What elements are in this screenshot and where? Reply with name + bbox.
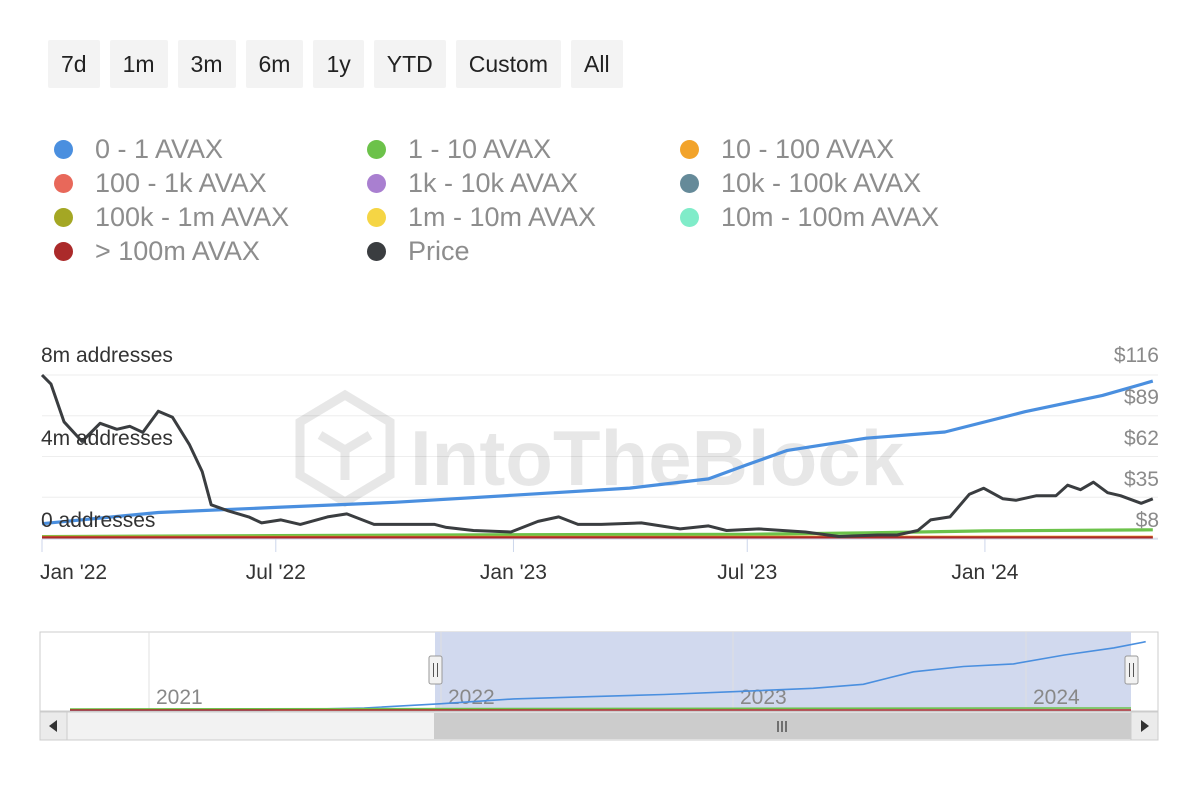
legend-label: 0 - 1 AVAX <box>95 133 224 164</box>
y-right-tick-label: $62 <box>1124 427 1159 450</box>
watermark-logo-mark <box>317 431 373 480</box>
x-tick-label: Jan '23 <box>480 561 547 584</box>
legend-label: Price <box>408 235 470 266</box>
arrow-left-icon <box>49 720 57 732</box>
legend-dot-icon <box>367 139 386 159</box>
navigator-handle[interactable] <box>1124 655 1139 685</box>
navigator-year-label: 2022 <box>448 686 495 709</box>
legend-label: 100 - 1k AVAX <box>95 167 267 198</box>
legend-dot-icon <box>680 139 699 159</box>
legend-dot-icon <box>367 173 386 193</box>
legend-label: 10m - 100m AVAX <box>721 201 940 232</box>
range-selector: 7d 1m 3m 6m 1y YTD Custom All <box>48 40 623 88</box>
series-line-1-10-avax <box>41 528 1153 539</box>
legend-item[interactable]: 0 - 1 AVAX <box>54 132 223 166</box>
range-button-6m[interactable]: 6m <box>245 40 304 88</box>
legend-dot-icon <box>54 139 73 159</box>
legend-label: 1k - 10k AVAX <box>408 167 579 198</box>
legend-dot-icon <box>680 207 699 227</box>
watermark-logo-icon <box>295 389 395 508</box>
series-line-price <box>40 373 1154 538</box>
y-right-tick-label: $89 <box>1124 386 1159 409</box>
legend-dot-icon <box>367 241 386 261</box>
legend-item[interactable]: 10m - 100m AVAX <box>680 200 939 234</box>
watermark-text: IntoTheBlock <box>410 414 905 502</box>
scrollbar[interactable] <box>39 711 1159 741</box>
legend-item[interactable]: 10k - 100k AVAX <box>680 166 921 200</box>
range-button-1y[interactable]: 1y <box>313 40 364 88</box>
legend-dot-icon <box>54 207 73 227</box>
legend-dot-icon <box>680 173 699 193</box>
y-right-tick-label: $8 <box>1136 509 1159 532</box>
legend-label: 1m - 10m AVAX <box>408 201 597 232</box>
legend-item[interactable]: 1k - 10k AVAX <box>367 166 578 200</box>
legend-label: > 100m AVAX <box>95 235 260 266</box>
x-tick-label: Jul '22 <box>246 561 306 584</box>
legend-dot-icon <box>367 207 386 227</box>
legend-item[interactable]: Price <box>367 234 470 268</box>
range-button-1m[interactable]: 1m <box>109 40 168 88</box>
range-button-7d[interactable]: 7d <box>48 40 100 88</box>
series-lines <box>40 373 1154 540</box>
legend-item[interactable]: 100 - 1k AVAX <box>54 166 267 200</box>
legend-item[interactable]: > 100m AVAX <box>54 234 260 268</box>
navigator-handle-grip[interactable] <box>1124 655 1139 685</box>
legend-dot-icon <box>54 241 73 261</box>
range-button-all[interactable]: All <box>571 40 623 88</box>
navigator[interactable]: 2021 2022 2023 2024 <box>39 631 1159 712</box>
legend-label: 100k - 1m AVAX <box>95 201 290 232</box>
navigator-year-label: 2023 <box>740 686 787 709</box>
arrow-right-icon <box>1141 720 1149 732</box>
navigator-year-label: 2024 <box>1033 686 1080 709</box>
legend-dot-icon <box>54 173 73 193</box>
y-left-tick-label: 8m addresses <box>41 344 173 367</box>
x-tick-label: Jan '24 <box>951 561 1018 584</box>
navigator-series-line <box>70 640 1146 711</box>
legend-item[interactable]: 1 - 10 AVAX <box>367 132 551 166</box>
x-tick-label: Jan '22 <box>40 561 107 584</box>
legend-label: 10 - 100 AVAX <box>721 133 895 164</box>
navigator-series-line <box>69 707 1132 710</box>
navigator-handle[interactable] <box>428 655 443 685</box>
range-button-custom[interactable]: Custom <box>455 40 561 88</box>
range-button-ytd[interactable]: YTD <box>373 40 446 88</box>
y-right-tick-label: $116 <box>1114 344 1159 367</box>
watermark: IntoTheBlock <box>295 389 905 508</box>
x-tick-label: Jul '23 <box>717 561 777 584</box>
legend-label: 1 - 10 AVAX <box>408 133 552 164</box>
legend-item[interactable]: 100k - 1m AVAX <box>54 200 289 234</box>
range-button-3m[interactable]: 3m <box>177 40 236 88</box>
series-line-0-1-avax <box>41 379 1154 526</box>
y-right-tick-label: $35 <box>1124 468 1159 491</box>
chart: IntoTheBlock 8m addresses 4m addresses 0 ad… <box>39 344 1159 741</box>
y-left-tick-label: 4m addresses <box>41 427 173 450</box>
navigator-year-label: 2021 <box>156 686 203 709</box>
legend-item[interactable]: 1m - 10m AVAX <box>367 200 596 234</box>
y-left-tick-label: 0 addresses <box>41 509 155 532</box>
legend-label: 10k - 100k AVAX <box>721 167 922 198</box>
navigator-handle-grip[interactable] <box>428 655 443 685</box>
legend-item[interactable]: 10 - 100 AVAX <box>680 132 894 166</box>
